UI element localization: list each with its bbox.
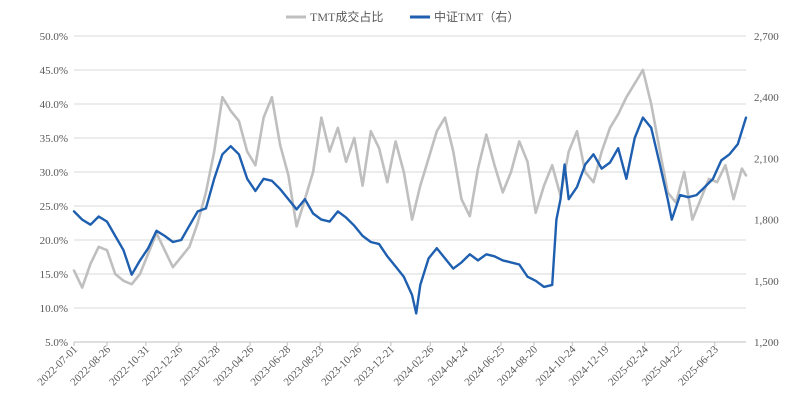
left-tick-label: 5.0% [45, 337, 68, 349]
legend-label-share: TMT成交占比 [310, 9, 383, 24]
left-tick-label: 40.0% [40, 99, 68, 111]
series-layer [72, 68, 748, 315]
right-tick-label: 2,100 [754, 153, 779, 165]
right-tick-label: 2,400 [754, 92, 779, 104]
right-tick-label: 2,700 [754, 31, 779, 43]
left-tick-label: 35.0% [40, 133, 68, 145]
legend-label-index: 中证TMT（右） [434, 9, 519, 24]
series-line-tmt-index [72, 116, 748, 315]
series-line-tmt-share [72, 68, 748, 289]
legend: TMT成交占比 中证TMT（右） [286, 9, 519, 24]
x-tick-label: 2025-06-23 [676, 343, 721, 388]
left-y-axis: 5.0% 10.0% 15.0% 20.0% 25.0% 30.0% 35.0% 40.0% 4… [40, 31, 68, 349]
left-tick-label: 30.0% [40, 167, 68, 179]
left-tick-label: 10.0% [40, 303, 68, 315]
right-tick-label: 1,500 [754, 276, 779, 288]
right-tick-label: 1,800 [754, 215, 779, 227]
left-tick-label: 15.0% [40, 269, 68, 281]
right-y-axis: 1,200 1,500 1,800 2,100 2,400 2,700 [754, 31, 779, 349]
left-tick-label: 50.0% [40, 31, 68, 43]
right-tick-label: 1,200 [754, 337, 779, 349]
left-tick-label: 20.0% [40, 235, 68, 247]
left-tick-label: 25.0% [40, 201, 68, 213]
left-tick-label: 45.0% [40, 65, 68, 77]
x-axis: 2022-07-012022-08-262022-10-312022-12-26… [35, 341, 746, 388]
